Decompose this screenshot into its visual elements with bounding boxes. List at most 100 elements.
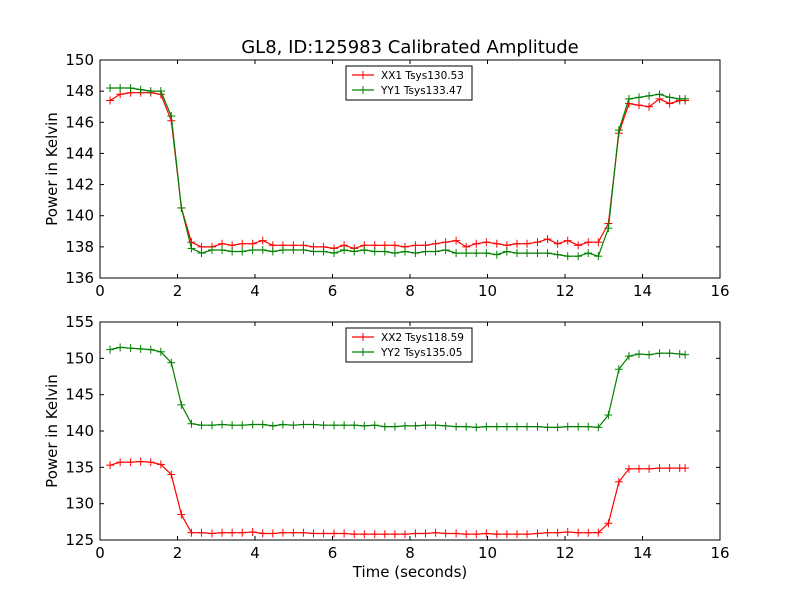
data-point xyxy=(197,528,206,537)
y-tick-label: 125 xyxy=(65,531,94,549)
data-point xyxy=(523,249,532,258)
y-tick-label: 136 xyxy=(65,269,94,287)
data-point xyxy=(431,528,440,537)
data-point xyxy=(665,464,674,473)
data-point xyxy=(533,529,542,538)
x-tick-label: 4 xyxy=(250,544,260,562)
data-point xyxy=(563,528,572,537)
data-point xyxy=(502,422,511,431)
data-point xyxy=(207,245,216,254)
data-point xyxy=(156,460,165,469)
data-point xyxy=(248,245,257,254)
data-point xyxy=(614,126,623,135)
data-point xyxy=(574,422,583,431)
data-point xyxy=(390,422,399,431)
data-point xyxy=(441,245,450,254)
top-plot: 0 2 4 6 8 10 12 14 16 136 138 140 142 144 146 148 150 Pow… xyxy=(43,51,730,300)
data-point xyxy=(218,528,227,537)
data-point xyxy=(512,530,521,539)
data-point xyxy=(309,529,318,538)
data-point xyxy=(146,87,155,96)
data-point xyxy=(380,530,389,539)
data-point xyxy=(482,422,491,431)
legend: XX1 Tsys130.53 YY1 Tsys133.47 xyxy=(345,65,473,101)
x-tick-label: 14 xyxy=(633,544,652,562)
x-tick-label: 14 xyxy=(633,282,652,300)
data-point xyxy=(482,238,491,247)
data-point xyxy=(655,464,664,473)
data-point xyxy=(207,529,216,538)
data-point xyxy=(370,530,379,539)
legend: XX2 Tsys118.59 YY2 Tsys135.05 xyxy=(345,327,473,363)
series-line xyxy=(109,346,686,429)
data-point xyxy=(156,347,165,356)
data-point xyxy=(218,420,227,429)
data-point xyxy=(116,343,125,352)
data-point xyxy=(136,85,145,94)
legend-item: XX1 Tsys130.53 xyxy=(352,70,464,82)
data-point xyxy=(553,239,562,248)
x-tick-label: 8 xyxy=(405,282,415,300)
x-tick-label: 2 xyxy=(173,544,183,562)
data-point xyxy=(441,238,450,247)
data-point xyxy=(106,84,115,93)
data-point xyxy=(360,245,369,254)
data-point xyxy=(126,84,135,93)
data-point xyxy=(553,423,562,432)
data-point xyxy=(268,529,277,538)
data-point xyxy=(431,247,440,256)
data-point xyxy=(330,249,339,258)
data-point xyxy=(268,247,277,256)
data-point xyxy=(238,528,247,537)
data-point xyxy=(156,87,165,96)
data-point xyxy=(563,422,572,431)
data-point xyxy=(512,249,521,258)
data-point xyxy=(289,245,298,254)
data-point xyxy=(278,420,287,429)
data-point xyxy=(177,510,186,519)
data-point xyxy=(228,421,237,430)
legend-label: XX1 Tsys130.53 xyxy=(381,70,464,82)
data-point xyxy=(553,250,562,259)
data-point xyxy=(543,423,552,432)
data-point xyxy=(177,203,186,212)
data-point xyxy=(370,421,379,430)
data-point xyxy=(645,102,654,111)
data-point xyxy=(421,421,430,430)
data-point xyxy=(594,423,603,432)
y-tick-label: 145 xyxy=(65,386,94,404)
legend-item: YY1 Tsys133.47 xyxy=(352,85,462,97)
data-point xyxy=(681,94,690,103)
legend-box xyxy=(345,327,473,363)
y-tick-label: 150 xyxy=(65,349,94,367)
data-point xyxy=(299,420,308,429)
data-point xyxy=(594,252,603,261)
y-tick-label: 130 xyxy=(65,495,94,513)
data-point xyxy=(614,477,623,486)
data-point xyxy=(594,238,603,247)
data-point xyxy=(400,530,409,539)
data-point xyxy=(512,239,521,248)
data-point xyxy=(645,464,654,473)
y-axis-label: Power in Kelvin xyxy=(43,112,61,226)
data-point xyxy=(543,235,552,244)
data-point xyxy=(584,422,593,431)
data-point xyxy=(614,365,623,374)
y-axis-label: Power in Kelvin xyxy=(43,374,61,488)
data-point xyxy=(421,247,430,256)
bottom-plot: 0 2 4 6 8 10 12 14 16 125 130 135 140 145 150 155 Power … xyxy=(43,313,730,581)
data-point xyxy=(350,421,359,430)
data-point xyxy=(177,400,186,409)
data-point xyxy=(390,241,399,250)
data-point xyxy=(330,529,339,538)
data-point xyxy=(340,245,349,254)
data-point xyxy=(136,344,145,353)
data-point xyxy=(431,239,440,248)
y-tick-label: 140 xyxy=(65,207,94,225)
data-point xyxy=(268,421,277,430)
data-point xyxy=(330,421,339,430)
data-point xyxy=(167,358,176,367)
data-point xyxy=(584,528,593,537)
x-tick-label: 8 xyxy=(405,544,415,562)
data-point xyxy=(512,422,521,431)
